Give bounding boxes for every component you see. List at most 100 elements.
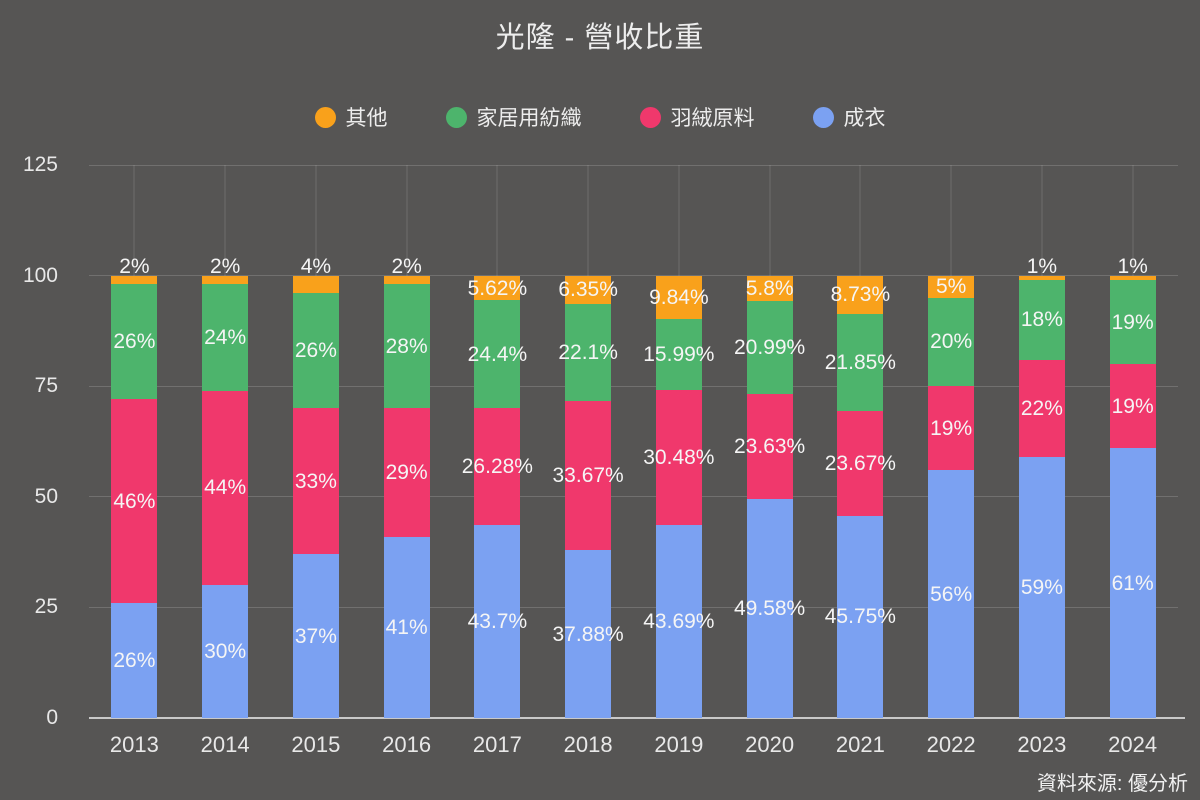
bar-segment-other-2018[interactable]: [565, 275, 612, 304]
legend-label-other: 其他: [345, 107, 388, 130]
bar-segment-other-2022[interactable]: [928, 275, 975, 298]
source-note: 資料來源: 優分析: [1036, 773, 1188, 795]
bar-group-2020: 49.58% 23.63% 20.99% 5.8%: [724, 165, 815, 718]
bar-segment-other-2019[interactable]: [655, 275, 702, 320]
bar-segment-other-2014[interactable]: [202, 275, 249, 285]
h-gridline: [89, 275, 1178, 277]
bar-group-2024: 61% 19% 19% 1%: [1087, 165, 1178, 718]
y-tick-label: 125: [22, 153, 58, 176]
x-axis-line: [89, 717, 1185, 719]
bar-segment-garment-2021[interactable]: [837, 515, 884, 718]
bar-segment-home-textile-2013[interactable]: [111, 284, 158, 400]
legend-label-garment: 成衣: [843, 107, 886, 130]
bar-segment-home-textile-2020[interactable]: [746, 301, 793, 395]
bar-segment-garment-2019[interactable]: [655, 524, 702, 718]
h-gridline: [89, 385, 1178, 387]
bar-group-2023: 59% 22% 18% 1%: [997, 165, 1088, 718]
bar-segment-other-2024[interactable]: [1109, 275, 1156, 281]
bar-segment-garment-2015[interactable]: [292, 554, 339, 718]
y-tick-label: 100: [22, 263, 58, 287]
legend-swatch-other-icon: [314, 106, 336, 128]
bar-group-2018: 37.88% 33.67% 22.1% 6.35%: [543, 165, 634, 718]
y-tick-label: 50: [34, 484, 58, 508]
legend-item-down-material[interactable]: 羽絨原料: [639, 102, 755, 132]
bar-group-2013: 26% 46% 26% 2%: [89, 165, 180, 718]
legend: 其他 家居用紡織 羽絨原料 成衣: [0, 102, 1200, 132]
bar-segment-garment-2024[interactable]: [1109, 448, 1156, 718]
bar-segment-garment-2017[interactable]: [474, 524, 521, 718]
bar-segment-down-material-2013[interactable]: [111, 399, 158, 603]
x-tick-label-2021: 2021: [835, 732, 885, 757]
bar-segment-down-material-2018[interactable]: [565, 401, 612, 551]
bar-group-2017: 43.7% 26.28% 24.4% 5.62%: [452, 165, 543, 718]
bar-segment-down-material-2017[interactable]: [474, 408, 521, 525]
bar-segment-down-material-2024[interactable]: [1109, 364, 1156, 449]
x-tick-label-2020: 2020: [745, 732, 795, 757]
y-tick-label: 75: [34, 374, 58, 398]
x-tick-label-2014: 2014: [200, 732, 250, 757]
bar-segment-down-material-2020[interactable]: [746, 394, 793, 499]
bar-segment-garment-2018[interactable]: [565, 550, 612, 718]
bar-segment-garment-2020[interactable]: [746, 498, 793, 718]
bar-group-2021: 45.75% 23.67% 21.85% 8.73%: [815, 165, 906, 718]
bar-group-2022: 56% 19% 20% 5%: [906, 165, 997, 718]
bar-group-2014: 30% 44% 24% 2%: [180, 165, 271, 718]
h-gridline: [89, 164, 1178, 166]
bar-group-2019: 43.69% 30.48% 15.99% 9.84%: [634, 165, 725, 718]
bar-segment-home-textile-2021[interactable]: [837, 314, 884, 411]
bar-segment-home-textile-2022[interactable]: [928, 297, 975, 387]
bar-segment-down-material-2014[interactable]: [202, 390, 249, 586]
x-tick-label-2018: 2018: [563, 732, 613, 757]
bar-segment-home-textile-2017[interactable]: [474, 300, 521, 409]
bar-segment-down-material-2015[interactable]: [292, 408, 339, 555]
x-tick-label-2015: 2015: [291, 732, 341, 757]
bar-segment-down-material-2016[interactable]: [383, 408, 430, 537]
bar-segment-home-textile-2014[interactable]: [202, 284, 249, 391]
legend-swatch-down-material-icon: [639, 106, 661, 128]
y-tick-label: 25: [34, 595, 58, 619]
bar-segment-garment-2023[interactable]: [1018, 456, 1065, 718]
bar-segment-down-material-2022[interactable]: [928, 386, 975, 471]
bar-segment-other-2015[interactable]: [292, 275, 339, 294]
x-tick-label-2017: 2017: [472, 732, 522, 757]
bar-segment-home-textile-2016[interactable]: [383, 284, 430, 409]
legend-label-down-material: 羽絨原料: [670, 107, 755, 130]
bar-segment-down-material-2021[interactable]: [837, 410, 884, 516]
legend-label-home-textile: 家居用紡織: [476, 107, 582, 130]
bar-segment-home-textile-2023[interactable]: [1018, 280, 1065, 360]
legend-item-home-textile[interactable]: 家居用紡織: [445, 102, 582, 132]
bar-segment-garment-2016[interactable]: [383, 536, 430, 718]
bar-segment-garment-2014[interactable]: [202, 585, 249, 718]
h-gridline: [89, 496, 1178, 498]
y-axis: 0 25 50 75 100 125: [0, 153, 62, 729]
x-axis: 2013 2014 2015 2016 2017 2018 2019 2020 2021 2022…: [89, 732, 1178, 762]
bar-segment-garment-2013[interactable]: [111, 602, 158, 718]
x-tick-label-2019: 2019: [654, 732, 704, 757]
legend-swatch-home-textile-icon: [445, 106, 467, 128]
plot-area: 26% 46% 26% 2% 30% 44% 24% 2% 37% 33% 26% 4% 41% 29% 2…: [89, 164, 1185, 719]
bar-segment-home-textile-2024[interactable]: [1109, 280, 1156, 365]
x-tick-label-2013: 2013: [109, 732, 159, 757]
bar-segment-down-material-2023[interactable]: [1018, 359, 1065, 457]
bar-segment-other-2021[interactable]: [837, 275, 884, 315]
bar-segment-other-2017[interactable]: [474, 275, 521, 301]
h-gridline: [89, 606, 1178, 608]
bar-segment-home-textile-2018[interactable]: [565, 303, 612, 402]
bar-segment-other-2023[interactable]: [1018, 275, 1065, 281]
bar-segment-other-2016[interactable]: [383, 275, 430, 285]
bar-segment-other-2013[interactable]: [111, 275, 158, 285]
bar-group-2016: 41% 29% 28% 2%: [361, 165, 452, 718]
x-tick-label-2016: 2016: [382, 732, 432, 757]
chart-title: 光隆 - 營收比重: [495, 22, 705, 54]
x-tick-label-2023: 2023: [1017, 732, 1067, 757]
bar-segment-home-textile-2019[interactable]: [655, 319, 702, 390]
x-tick-label-2024: 2024: [1108, 732, 1158, 757]
bar-segment-garment-2022[interactable]: [928, 470, 975, 718]
bar-group-2015: 37% 33% 26% 4%: [271, 165, 362, 718]
legend-item-garment[interactable]: 成衣: [812, 102, 886, 132]
bar-segment-down-material-2019[interactable]: [655, 389, 702, 525]
bar-segment-home-textile-2015[interactable]: [292, 293, 339, 409]
bar-segment-other-2020[interactable]: [746, 275, 793, 302]
legend-item-other[interactable]: 其他: [314, 102, 388, 132]
